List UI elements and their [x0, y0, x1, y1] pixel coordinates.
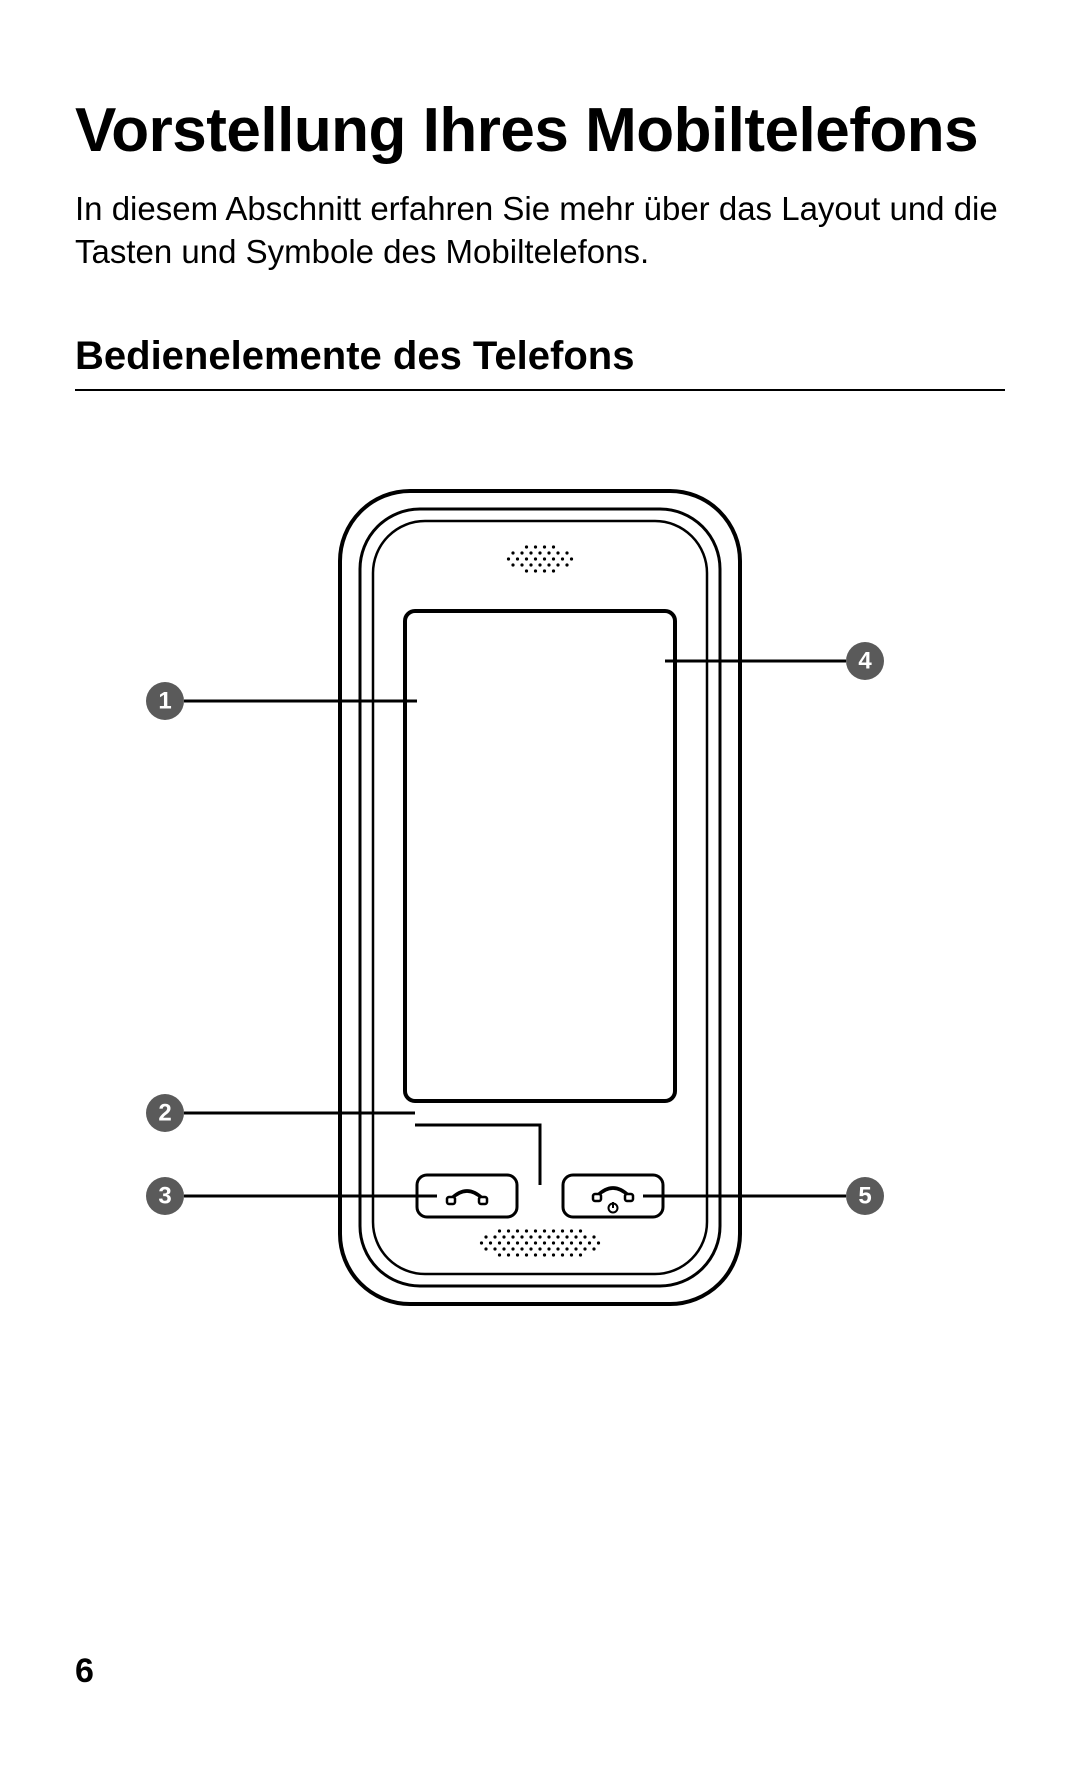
svg-text:5: 5 [858, 1183, 871, 1210]
svg-text:4: 4 [858, 648, 872, 675]
intro-paragraph: In diesem Abschnitt erfahren Sie mehr üb… [75, 188, 1005, 274]
page-number: 6 [75, 1652, 94, 1691]
svg-text:3: 3 [158, 1183, 171, 1210]
svg-text:2: 2 [158, 1100, 171, 1127]
page-title: Vorstellung Ihres Mobiltelefons [75, 95, 1005, 166]
section-heading: Bedienelemente des Telefons [75, 334, 1005, 391]
svg-text:1: 1 [158, 688, 171, 715]
phone-diagram: 1 2 3 4 5 [75, 451, 1005, 1501]
